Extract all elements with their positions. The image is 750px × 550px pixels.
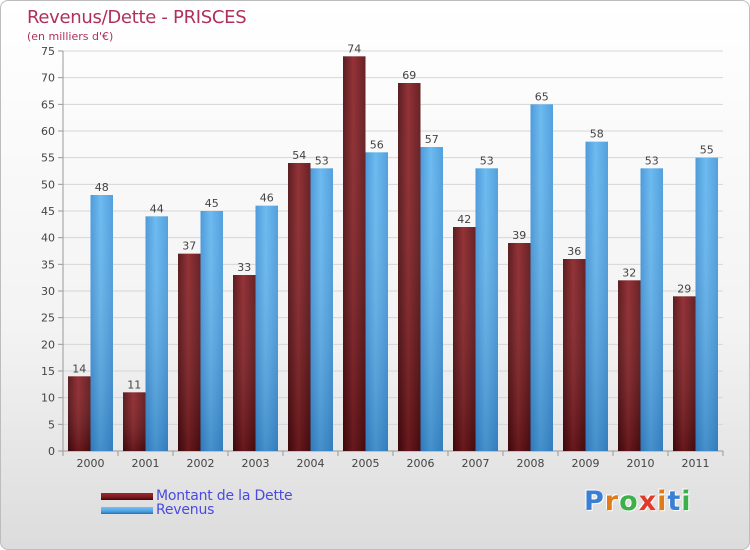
bar-revenue-shade [200,211,223,451]
legend-swatch-revenue [101,507,153,514]
chart-subtitle: (en milliers d'€) [27,30,114,43]
data-label-revenue: 57 [425,133,439,146]
legend-swatch-debt [101,493,153,500]
bar-debt-shade [233,275,256,451]
data-label-debt: 69 [402,69,416,82]
data-label-revenue: 65 [535,90,549,103]
y-tick-label: 75 [41,45,55,58]
bar-debt-shade [288,163,311,451]
data-label-revenue: 53 [645,154,659,167]
x-tick-label: 2006 [407,457,435,470]
y-tick-label: 45 [41,205,55,218]
y-tick-label: 70 [41,72,55,85]
legend-label-revenue: Revenus [156,502,215,518]
bar-debt-shade [453,227,476,451]
x-tick-label: 2007 [462,457,490,470]
data-label-debt: 29 [677,282,691,295]
bar-revenue-shade [90,195,113,451]
data-label-debt: 42 [457,213,471,226]
x-tick-label: 2010 [627,457,655,470]
data-label-debt: 14 [72,362,86,375]
x-tick-label: 2000 [77,457,105,470]
bar-revenue-shade [530,104,553,451]
legend-label-debt: Montant de la Dette [156,488,293,504]
data-label-revenue: 55 [700,144,714,157]
x-tick-label: 2002 [187,457,215,470]
y-tick-label: 15 [41,365,55,378]
bar-revenue-shade [420,147,443,451]
y-tick-label: 55 [41,152,55,165]
y-tick-label: 60 [41,125,55,138]
y-tick-label: 0 [48,445,55,458]
x-tick-label: 2009 [572,457,600,470]
x-tick-label: 2001 [132,457,160,470]
bar-revenue-shade [310,168,333,452]
data-label-revenue: 44 [150,202,164,215]
logo-letter: t [667,486,682,517]
logo-letter: o [619,486,639,517]
data-label-debt: 39 [512,229,526,242]
data-label-debt: 33 [237,261,251,274]
bar-revenue-shade [475,168,498,452]
chart-title: Revenus/Dette - PRISCES [27,7,247,28]
y-tick-label: 35 [41,258,55,271]
y-tick-label: 25 [41,312,55,325]
bar-debt-shade [508,243,531,451]
x-tick-label: 2003 [242,457,270,470]
bar-debt-shade [618,280,641,451]
bar-debt-shade [398,83,421,451]
x-tick-label: 2004 [297,457,325,470]
bar-revenue-shade [255,205,278,451]
data-label-debt: 54 [292,149,306,162]
bar-revenue-shade [145,216,168,451]
logo-letter: i [657,486,668,517]
bar-debt-shade [343,56,366,451]
bar-debt-shade [563,259,586,451]
x-tick-label: 2011 [682,457,710,470]
bar-debt-shade [673,296,696,451]
y-tick-label: 5 [48,418,55,431]
data-label-revenue: 45 [205,197,219,210]
x-tick-label: 2005 [352,457,380,470]
y-tick-label: 40 [41,232,55,245]
x-tick-label: 2008 [517,457,545,470]
proxiti-logo: Proxiti [584,486,692,517]
bar-revenue-shade [695,157,718,451]
data-label-revenue: 58 [590,128,604,141]
data-label-debt: 74 [347,42,361,55]
data-label-debt: 36 [567,245,581,258]
logo-letter: P [584,486,605,517]
bar-revenue-shade [585,141,608,451]
data-label-revenue: 56 [370,138,384,151]
data-label-revenue: 46 [260,192,274,205]
data-label-debt: 32 [622,266,636,279]
bar-revenue-shade [640,168,663,452]
bar-revenue-shade [365,152,388,452]
data-label-revenue: 48 [95,181,109,194]
y-tick-label: 30 [41,285,55,298]
y-tick-label: 65 [41,98,55,111]
y-tick-label: 50 [41,178,55,191]
logo-letter: x [638,486,658,517]
logo-letter: r [604,486,620,517]
data-label-revenue: 53 [315,154,329,167]
data-label-revenue: 53 [480,154,494,167]
data-label-debt: 11 [127,378,141,391]
bar-debt-shade [68,376,91,451]
logo-letter: i [681,486,692,517]
bar-debt-shade [178,253,201,451]
bar-debt-shade [123,392,146,451]
y-tick-label: 20 [41,338,55,351]
y-tick-label: 10 [41,392,55,405]
data-label-debt: 37 [182,240,196,253]
